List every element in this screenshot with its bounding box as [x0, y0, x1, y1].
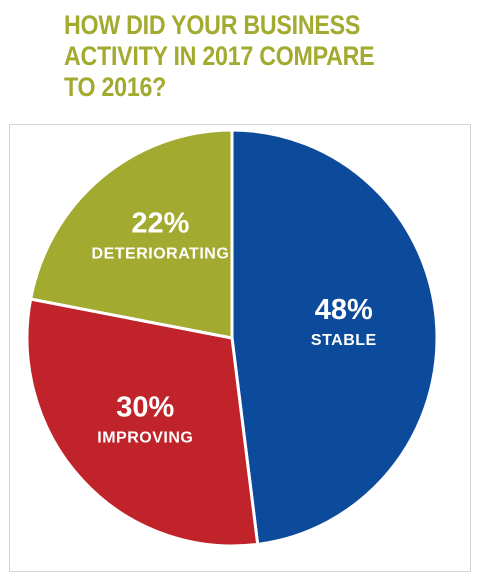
slice-value-label-deteriorating: 22%	[131, 208, 189, 240]
chart-title: HOW DID YOUR BUSINESS ACTIVITY IN 2017 C…	[64, 10, 408, 103]
pie-slice-stable	[230, 128, 439, 546]
pie-slice-improving	[25, 297, 260, 548]
pie-slices	[25, 128, 439, 548]
slice-category-label-deteriorating: DETERIORATING	[92, 246, 230, 263]
slice-category-label-improving: IMPROVING	[97, 430, 193, 447]
slice-value-label-improving: 30%	[116, 392, 174, 424]
pie-labels: 48% STABLE 30% IMPROVING 22% DETERIORATING	[92, 208, 377, 447]
title-line-1: HOW DID YOUR BUSINESS	[64, 10, 361, 40]
pie-slice-deteriorating	[29, 128, 234, 340]
title-line-2: ACTIVITY IN 2017 COMPARE	[64, 41, 375, 71]
slice-value-label-stable: 48%	[315, 294, 373, 326]
slice-category-label-stable: STABLE	[311, 332, 377, 349]
title-line-3: TO 2016?	[64, 72, 167, 102]
